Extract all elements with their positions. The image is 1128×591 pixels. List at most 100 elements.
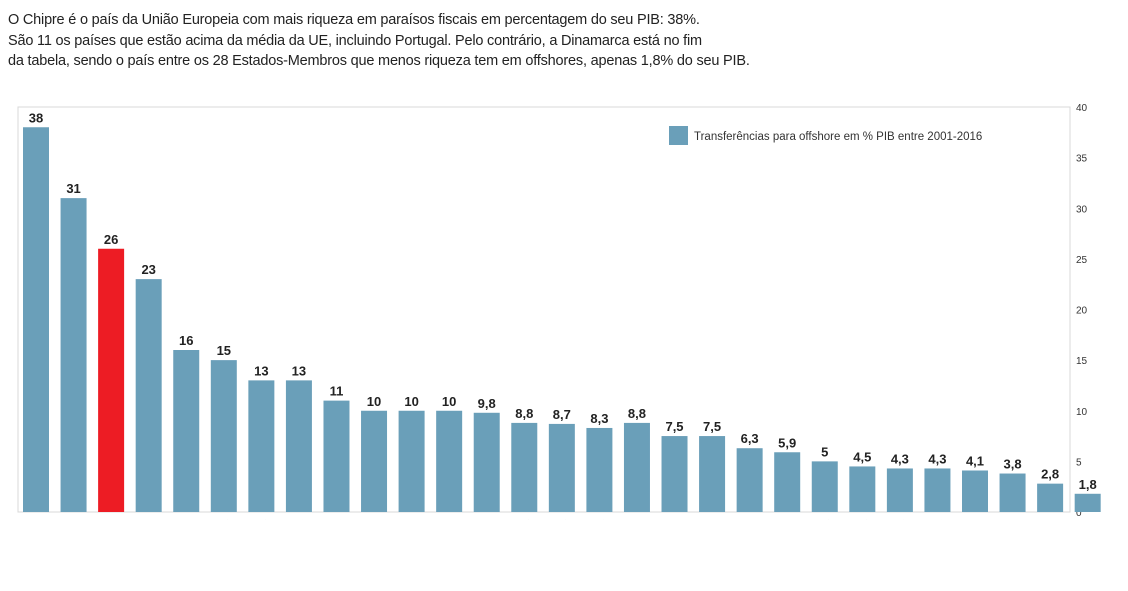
y-tick-label: 20	[1076, 306, 1088, 317]
data-label: 15	[217, 343, 231, 358]
bar-hungria	[774, 452, 801, 512]
y-tick-label: 35	[1076, 154, 1088, 165]
x-tick-label: Luxemburgo	[670, 520, 682, 590]
bar-eslováquia	[849, 466, 876, 512]
legend-swatch	[669, 126, 688, 145]
x-tick-label: Lituânia	[820, 519, 832, 564]
x-tick-label: Letónia	[294, 519, 306, 560]
data-label: 10	[404, 394, 418, 409]
x-tick-label: Eslováquia	[857, 519, 869, 580]
x-tick-label: Bélgica	[181, 519, 193, 561]
data-label: 4,1	[966, 453, 984, 468]
y-tick-label: 5	[1076, 457, 1082, 468]
data-label: 5	[821, 444, 828, 459]
x-tick-label: Holanda	[745, 519, 757, 565]
bar-dinamarca	[1074, 493, 1101, 512]
plot-frame	[17, 106, 1071, 513]
legend-label: Transferências para offshore em % PIB en…	[694, 131, 982, 143]
data-label: 4,3	[928, 451, 946, 466]
bar-eslovénia	[962, 470, 988, 512]
data-label: 13	[292, 363, 306, 378]
bar-holanda	[736, 448, 763, 512]
x-tick-label: Chipre	[31, 520, 43, 556]
bar-frança	[398, 410, 425, 512]
x-tick-label: Roménia	[932, 519, 944, 568]
bar-itália	[548, 423, 575, 512]
intro-text: O Chipre é o país da União Europeia com …	[8, 10, 1108, 72]
data-label: 16	[179, 333, 193, 348]
bar-irlanda	[699, 436, 726, 512]
x-tick-label: Alemanha	[256, 519, 268, 575]
data-label: 4,5	[853, 449, 871, 464]
intro-line: O Chipre é o país da União Europeia com …	[8, 12, 700, 28]
y-tick-label: 40	[1076, 103, 1088, 114]
data-label: 6,3	[741, 431, 759, 446]
x-tick-label: Reino Unido	[632, 520, 644, 588]
data-label: 11	[330, 384, 344, 399]
data-label: 10	[367, 394, 381, 409]
intro-line: São 11 os países que estão acima da médi…	[8, 32, 702, 49]
data-label: 7,5	[703, 419, 721, 434]
x-tick-label: Suécia	[895, 519, 907, 557]
x-tick-label: Itália	[557, 519, 569, 546]
bar-lituânia	[811, 461, 838, 512]
x-tick-label: Espanha	[519, 519, 531, 568]
data-label: 31	[66, 181, 80, 196]
bar-reino-unido	[623, 422, 650, 512]
data-label: 7,5	[665, 419, 683, 434]
bar-grécia	[135, 279, 162, 512]
bar-malta	[60, 198, 87, 512]
data-label: 8,8	[628, 406, 646, 421]
data-label: 2,8	[1041, 467, 1059, 482]
x-tick-label: PORTUGAL	[106, 520, 118, 585]
x-tick-label: Hungria	[782, 519, 794, 563]
x-tick-label: Croácia	[444, 519, 456, 562]
bar-portugal	[98, 248, 125, 512]
y-tick-label: 15	[1076, 356, 1088, 367]
data-label: 5,9	[778, 435, 796, 450]
x-tick-label: Grécia	[144, 519, 156, 555]
data-label: 8,8	[515, 406, 533, 421]
data-label: 38	[29, 110, 43, 125]
bar-bélgica	[173, 350, 200, 512]
bar-suécia	[886, 468, 913, 512]
x-tick-label: República Checa	[331, 519, 343, 591]
bar-alemanha	[248, 380, 275, 512]
legend: Transferências para offshore em % PIB en…	[669, 126, 982, 145]
bar-estónia	[586, 427, 613, 512]
bar-espanha	[511, 422, 538, 512]
x-tick-label: Irlanda	[707, 519, 719, 557]
bar-ue-28	[473, 412, 500, 512]
bar-chipre	[23, 127, 49, 512]
data-label: 13	[254, 363, 268, 378]
x-tick-label: Polónia	[1008, 519, 1020, 561]
data-label: 23	[141, 262, 155, 277]
y-tick-label: 0	[1076, 508, 1082, 519]
data-label: 26	[104, 232, 118, 247]
x-tick-label: Malta	[69, 519, 81, 549]
x-tick-label: UE-28	[482, 519, 494, 552]
x-tick-label: Áustria	[368, 519, 381, 559]
bar-áustria	[361, 410, 388, 512]
x-tick-label: França	[407, 519, 419, 557]
data-label: 1,8	[1079, 477, 1097, 492]
y-tick-label: 10	[1076, 407, 1088, 418]
data-label: 3,8	[1004, 457, 1022, 472]
x-tick-label: Estónia	[594, 519, 606, 561]
bar-luxemburgo	[661, 436, 688, 512]
bar-bulgária	[210, 360, 237, 512]
data-label: 10	[442, 394, 456, 409]
bar-república-checa	[323, 400, 350, 512]
x-tick-label: Dinamarca	[1083, 519, 1095, 578]
bar-polónia	[999, 473, 1026, 512]
bar-croácia	[436, 410, 463, 512]
x-tick-label: Eslovénia	[970, 519, 982, 573]
bar-finlândia	[1037, 483, 1064, 512]
data-label: 8,3	[590, 411, 608, 426]
data-label: 4,3	[891, 451, 909, 466]
y-tick-label: 25	[1076, 255, 1088, 266]
x-tick-label: Bulgária	[219, 519, 231, 566]
bar-roménia	[924, 468, 951, 512]
bar-letónia	[285, 380, 312, 512]
